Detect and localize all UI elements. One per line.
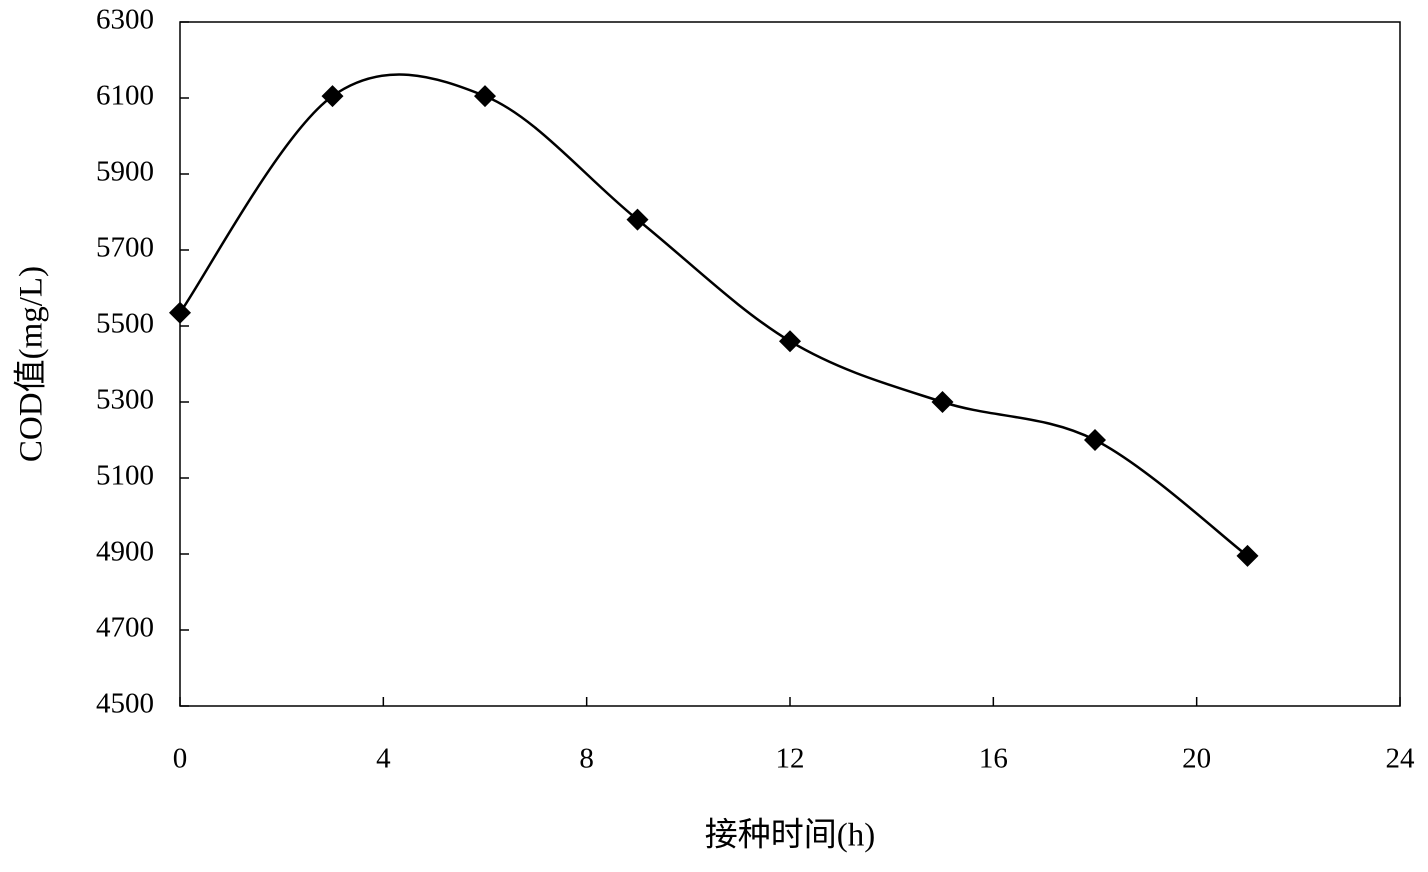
data-point: [169, 301, 191, 324]
data-point: [626, 208, 649, 231]
data-point: [474, 85, 496, 108]
plot-frame: [179, 21, 1401, 707]
y-tick-label: 4500: [96, 688, 154, 720]
x-tick-label: 12: [776, 743, 805, 775]
data-point: [321, 85, 344, 108]
data-point: [1084, 429, 1106, 451]
data-line: [178, 73, 1249, 557]
y-tick-label: 5700: [96, 232, 154, 264]
y-tick-label: 5100: [96, 460, 154, 492]
data-point: [1236, 544, 1259, 567]
y-tick-label: 4700: [96, 612, 154, 644]
y-tick-label: 5900: [96, 156, 154, 188]
y-axis-title: COD值(mg/L): [13, 266, 50, 462]
x-axis-title: 接种时间(h): [705, 817, 875, 854]
y-tick-label: 5300: [96, 384, 154, 416]
y-tick-label: 4900: [96, 536, 154, 568]
y-tick-label: 6100: [96, 80, 154, 112]
data-point: [931, 391, 954, 413]
y-tick-label: 5500: [96, 308, 154, 340]
x-tick-label: 8: [579, 743, 594, 775]
y-tick-label: 6300: [96, 4, 154, 36]
x-tick-label: 16: [979, 743, 1008, 775]
data-point: [779, 330, 801, 353]
x-tick-label: 4: [376, 743, 391, 775]
x-tick-label: 24: [1386, 743, 1416, 775]
x-tick-label: 0: [173, 743, 188, 775]
x-tick-label: 20: [1182, 743, 1211, 775]
